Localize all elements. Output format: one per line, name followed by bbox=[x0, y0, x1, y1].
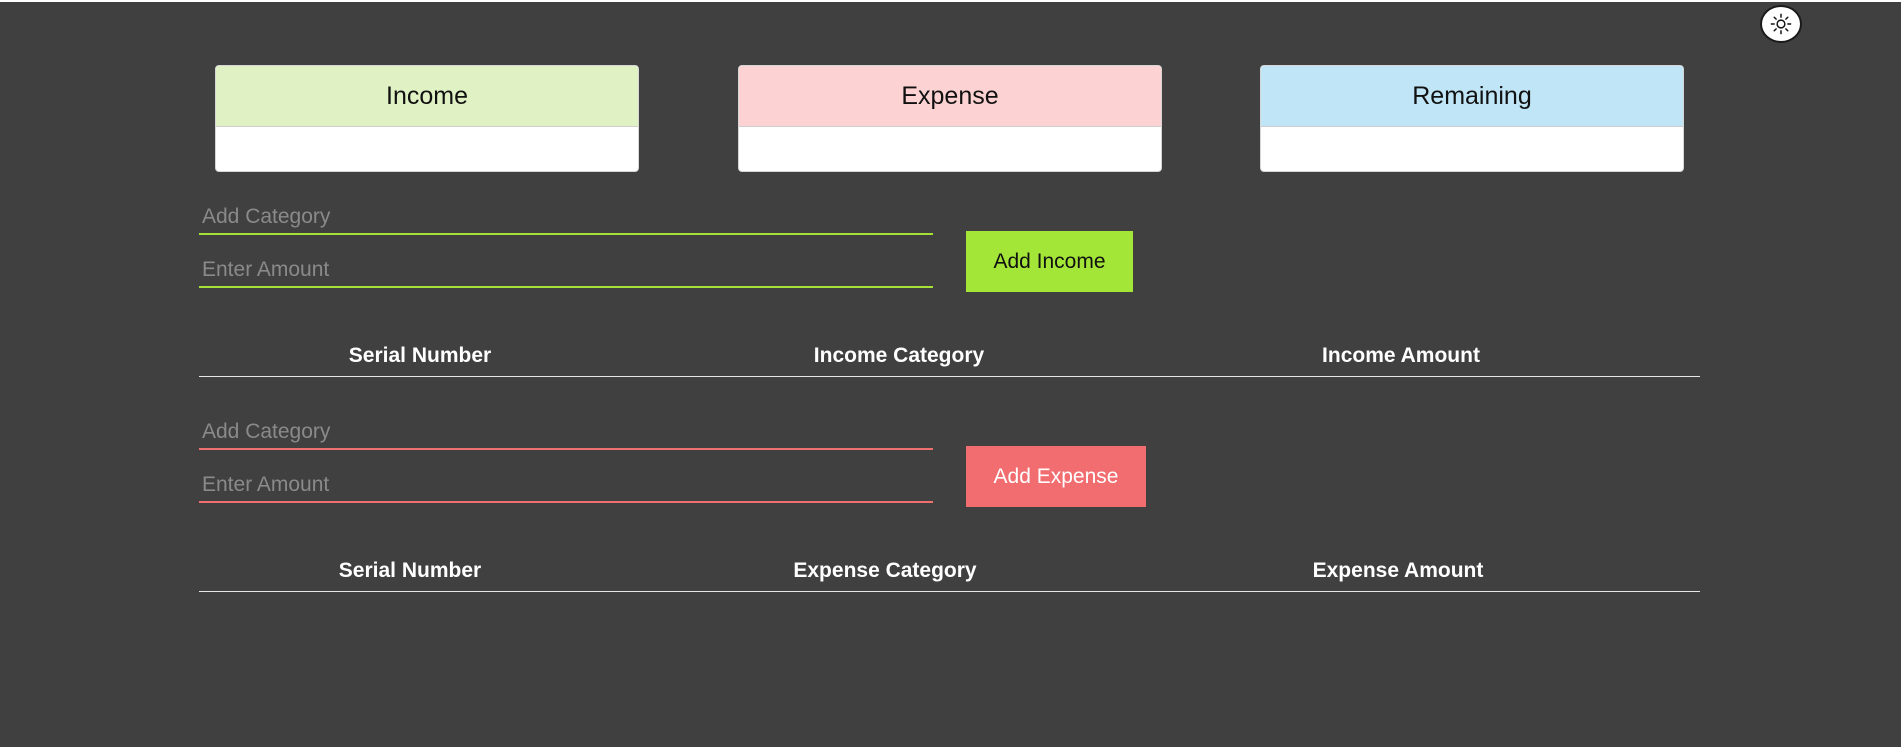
theme-toggle-button[interactable] bbox=[1760, 5, 1802, 43]
remaining-summary-card: Remaining bbox=[1260, 65, 1684, 172]
income-total-value bbox=[216, 127, 638, 171]
remaining-total-value bbox=[1261, 127, 1683, 171]
expense-col-amount: Expense Amount bbox=[1312, 559, 1484, 582]
income-card-title: Income bbox=[216, 66, 638, 127]
sun-icon bbox=[1770, 13, 1792, 35]
expense-category-input[interactable] bbox=[199, 416, 933, 450]
add-expense-button[interactable]: Add Expense bbox=[966, 446, 1146, 507]
income-table-header: Serial Number Income Category Income Amo… bbox=[199, 337, 1700, 377]
income-summary-card: Income bbox=[215, 65, 639, 172]
income-col-serial-number: Serial Number bbox=[348, 344, 492, 367]
expense-col-category: Expense Category bbox=[793, 559, 977, 582]
expense-col-serial-number: Serial Number bbox=[338, 559, 482, 582]
income-amount-input[interactable] bbox=[199, 254, 933, 288]
expense-table-header: Serial Number Expense Category Expense A… bbox=[199, 552, 1700, 592]
remaining-card-title: Remaining bbox=[1261, 66, 1683, 127]
income-col-amount: Income Amount bbox=[1322, 344, 1480, 367]
expense-amount-input[interactable] bbox=[199, 469, 933, 503]
income-category-input[interactable] bbox=[199, 201, 933, 235]
expense-summary-card: Expense bbox=[738, 65, 1162, 172]
add-income-button[interactable]: Add Income bbox=[966, 231, 1133, 292]
income-col-category: Income Category bbox=[813, 344, 985, 367]
expense-card-title: Expense bbox=[739, 66, 1161, 127]
expense-total-value bbox=[739, 127, 1161, 171]
